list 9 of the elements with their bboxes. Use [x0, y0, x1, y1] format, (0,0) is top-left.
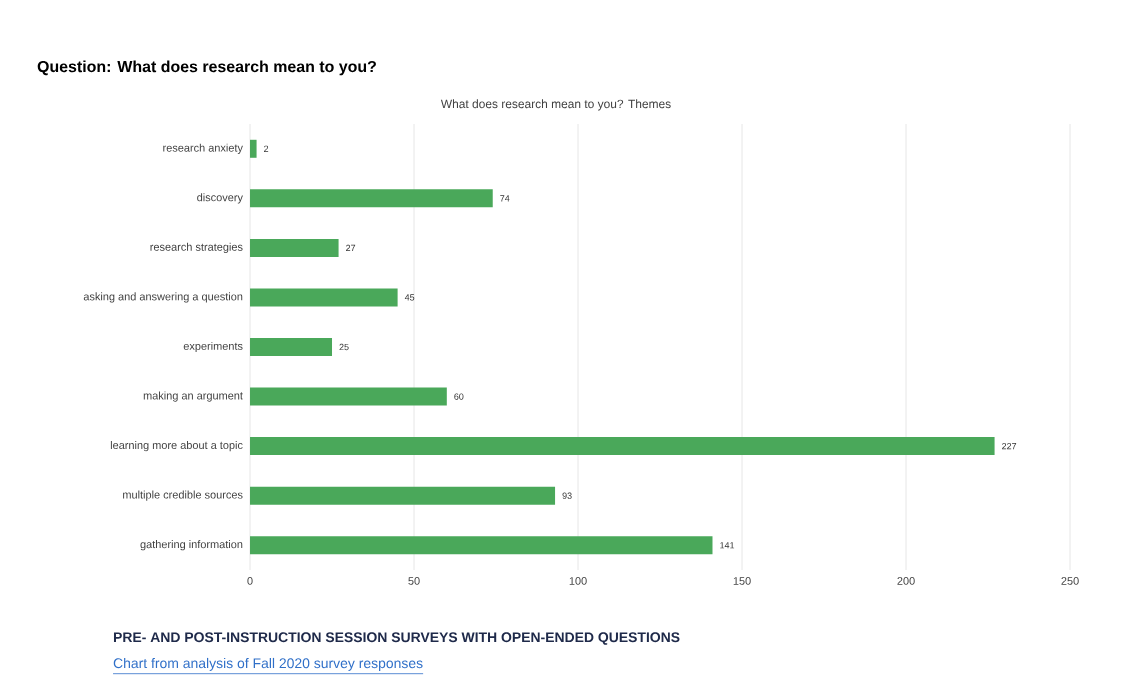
bar — [250, 288, 398, 307]
bar — [250, 437, 995, 456]
bar — [250, 486, 556, 505]
bar — [250, 139, 257, 158]
bar — [250, 238, 339, 257]
bar — [250, 189, 493, 208]
bar — [250, 387, 447, 406]
bar — [250, 536, 713, 555]
bar — [250, 338, 333, 357]
